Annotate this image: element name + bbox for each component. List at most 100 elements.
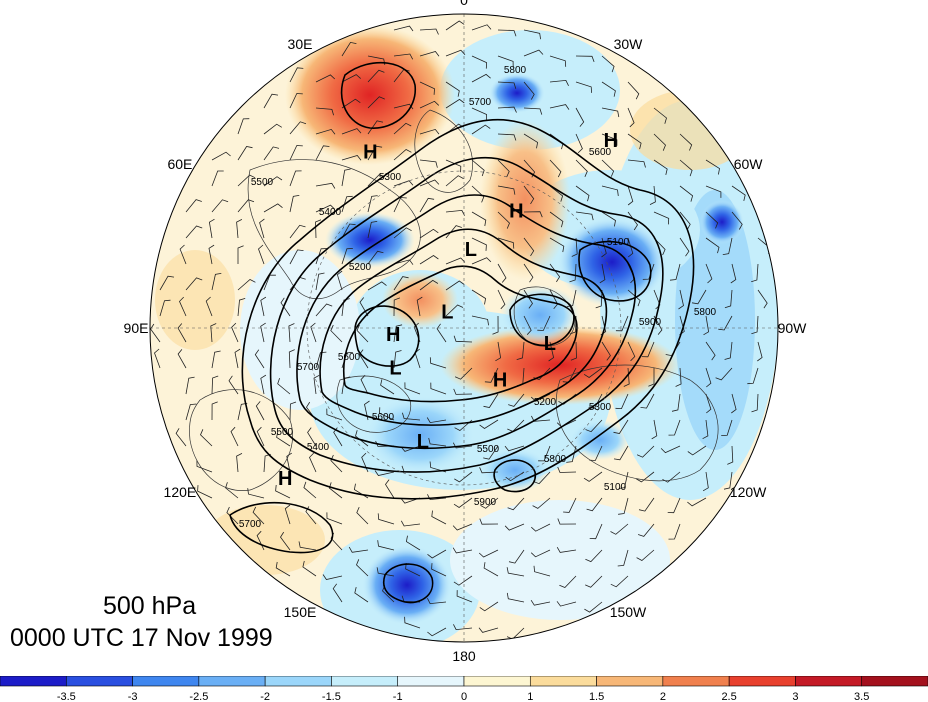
wind-barb — [208, 218, 215, 239]
wind-barb — [506, 567, 525, 577]
wind-barb — [427, 627, 447, 637]
wind-barb — [757, 341, 763, 362]
wind-barb — [341, 74, 361, 83]
wind-barb — [523, 211, 543, 218]
wind-barb — [705, 159, 720, 175]
wind-barb — [185, 376, 195, 395]
wind-barb — [419, 159, 438, 168]
wind-barb — [648, 368, 655, 387]
colorbar-tick-label: 2 — [660, 691, 666, 702]
colorbar-box — [264, 676, 332, 687]
wind-barb — [454, 367, 473, 380]
wind-barb — [427, 598, 447, 605]
high-pressure-marker: H — [363, 142, 377, 164]
wind-barb — [497, 81, 517, 89]
wind-barb — [530, 599, 551, 606]
wind-barb — [640, 393, 655, 409]
colorbar-tick-label: 0 — [461, 691, 467, 702]
contour-value-label: 5500 — [271, 427, 294, 438]
wind-barb — [478, 549, 499, 558]
contour-value-label: 5700 — [469, 97, 492, 108]
height-contours — [229, 61, 695, 604]
wind-barb — [419, 228, 439, 239]
wind-barb — [497, 133, 517, 141]
wind-barb — [497, 211, 510, 229]
contour-value-label: 5100 — [607, 237, 630, 248]
longitude-label: 0 — [460, 0, 468, 8]
wind-barb — [649, 185, 656, 205]
wind-barb — [548, 341, 555, 362]
wind-barb — [601, 185, 619, 196]
high-pressure-marker: H — [604, 130, 618, 152]
wind-barb — [211, 151, 231, 161]
wind-barb — [289, 145, 303, 161]
longitude-label: 120W — [730, 484, 767, 500]
wind-barb — [687, 445, 707, 456]
wind-barb — [326, 512, 343, 525]
wind-barb — [211, 273, 222, 291]
wind-barb — [237, 298, 246, 317]
colorbar-tick-label: -3.5 — [57, 691, 76, 702]
wind-barb — [445, 159, 462, 173]
wind-barb — [495, 341, 502, 362]
wind-barb — [445, 20, 465, 31]
wind-barb — [452, 442, 473, 449]
wind-barb — [367, 221, 378, 239]
wind-barb — [718, 315, 733, 331]
wind-barb — [653, 159, 668, 175]
colorbar-box — [0, 676, 67, 687]
wind-barb — [627, 185, 634, 206]
wind-barb — [679, 159, 693, 177]
wind-barb — [483, 393, 499, 408]
wind-barb — [419, 197, 435, 213]
wind-barb — [416, 296, 423, 317]
wind-barb — [254, 349, 265, 369]
wind-barb — [601, 159, 615, 177]
wind-barb — [627, 289, 641, 307]
wind-barb — [307, 427, 317, 447]
wind-barb — [400, 497, 421, 504]
wind-barb — [584, 601, 603, 613]
wind-barb — [405, 535, 421, 551]
wind-barb — [705, 185, 722, 198]
wind-barb — [454, 419, 473, 431]
wind-barb — [288, 349, 295, 369]
wind-barb — [549, 55, 567, 67]
wind-barb — [332, 583, 343, 603]
wind-barb — [428, 437, 447, 447]
contour-value-label: 5800 — [694, 307, 717, 318]
wind-barb — [671, 393, 681, 412]
wind-barb — [177, 349, 187, 369]
wind-barb — [453, 388, 473, 395]
wind-barb — [341, 98, 361, 109]
contour-value-label: 5200 — [534, 397, 557, 408]
wind-barb — [453, 335, 473, 343]
wind-barb — [523, 237, 535, 257]
colorbar-tick-label: 2.5 — [721, 691, 736, 702]
contour-value-label: 5900 — [474, 497, 497, 508]
wind-barb — [289, 121, 307, 135]
wind-barb — [687, 497, 707, 507]
wind-barb — [419, 128, 440, 135]
wind-barb — [679, 185, 694, 202]
wind-barb — [730, 263, 737, 284]
wind-barb — [453, 624, 473, 631]
wind-barb — [653, 315, 663, 335]
wind-barb — [507, 497, 525, 511]
wind-barb — [431, 510, 447, 525]
wind-barb — [575, 55, 595, 63]
wind-barb — [275, 484, 291, 499]
wind-barb — [231, 322, 239, 343]
wind-barb — [575, 133, 583, 154]
wind-barb — [236, 453, 243, 473]
wind-barb — [557, 518, 577, 525]
wind-barb — [610, 523, 629, 535]
wind-barb — [675, 367, 682, 387]
wind-barb — [523, 315, 532, 335]
wind-barb — [471, 24, 492, 31]
wind-barb — [575, 211, 594, 221]
wind-barb — [289, 170, 302, 187]
wind-barb — [575, 107, 585, 127]
high-pressure-marker: H — [509, 201, 523, 223]
wind-barb — [419, 100, 440, 109]
